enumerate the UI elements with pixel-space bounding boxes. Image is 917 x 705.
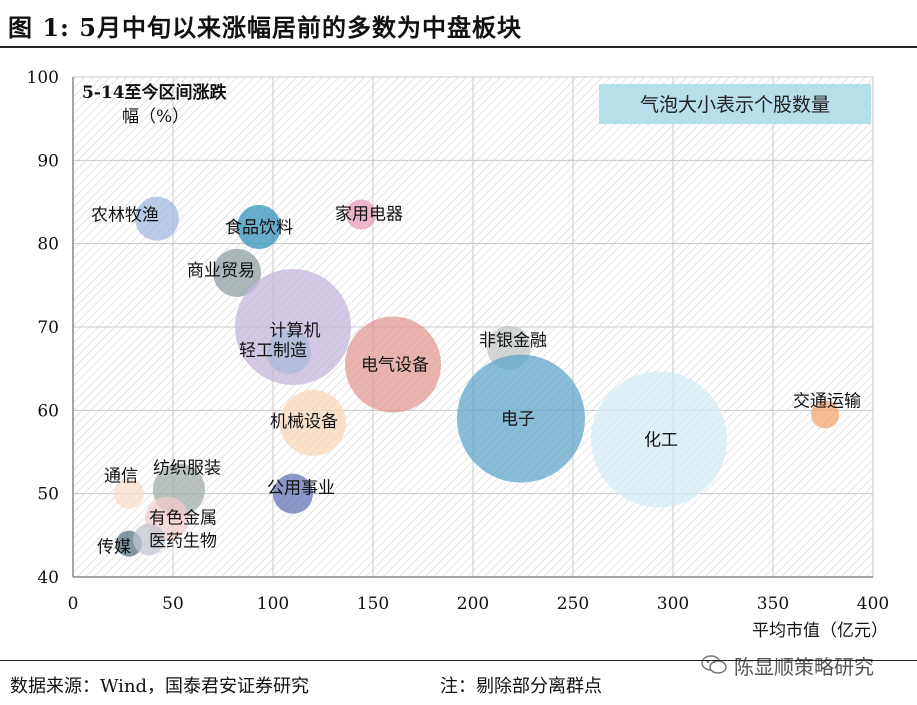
y-tick-label: 80 (37, 235, 59, 255)
bubble-轻工制造 (267, 330, 311, 374)
x-tick-label: 400 (857, 594, 889, 614)
bubble-label: 有色金属 (149, 509, 217, 529)
y-axis-title: 5-14至今区间涨跌 幅（%） (82, 82, 228, 127)
gridlines (72, 76, 874, 578)
bubble-电气设备 (345, 316, 441, 413)
bubble-label: 非银金融 (479, 331, 547, 351)
bubble-公用事业 (273, 473, 313, 514)
bubble-label: 电气设备 (361, 356, 429, 376)
x-tick-label: 250 (557, 594, 589, 614)
bubble-label: 电子 (501, 410, 535, 430)
bubble-label: 纺织服装 (153, 459, 221, 479)
bubble-label: 通信 (104, 467, 138, 487)
bubble-label: 轻工制造 (239, 341, 307, 361)
title-rule (0, 46, 917, 48)
bubble-label: 交通运输 (793, 392, 861, 412)
y-axis-title-line2: 幅（%） (122, 107, 189, 127)
bubble-通信 (114, 478, 144, 509)
bubble-家用电器 (346, 199, 376, 230)
y-tick-label: 90 (37, 151, 59, 171)
x-tick-label: 200 (457, 594, 489, 614)
bubble-label: 公用事业 (267, 479, 335, 499)
figure-title: 图 1: 5月中旬以来涨幅居前的多数为中盘板块 (8, 13, 522, 42)
wechat-icon (700, 654, 728, 676)
bubble-chart: 0 50 100 150 200 250 300 350 400405060708090100 … (27, 68, 890, 641)
x-tick-label: 100 (257, 594, 289, 614)
bubble-label: 家用电器 (335, 205, 403, 225)
y-tick-label: 50 (37, 485, 59, 505)
x-tick-label: 300 (657, 594, 689, 614)
bubble-label: 商业贸易 (187, 261, 255, 281)
bubble-label: 计算机 (270, 321, 321, 341)
bubble-医药生物 (133, 523, 165, 556)
bubble-label: 传媒 (97, 538, 131, 558)
axes: 0 50 100 150 200 250 300 350 400 40 50 60 70 80 90 100 (27, 68, 890, 614)
x-axis-title: 平均市值（亿元） (752, 621, 888, 641)
x-tick-label: 350 (757, 594, 789, 614)
x-tick-label: 50 (162, 594, 184, 614)
y-tick-label: 70 (37, 318, 59, 338)
bubble-label: 化工 (644, 431, 678, 451)
y-tick-label: 60 (37, 401, 59, 421)
legend-note-text: 气泡大小表示个股数量 (640, 94, 830, 116)
footnote: 注：剔除部分离群点 (440, 676, 602, 697)
bubble-食品饮料 (237, 205, 281, 249)
y-tick-label: 100 (27, 68, 59, 88)
bubble-label: 机械设备 (270, 412, 338, 432)
bubble-化工 (591, 371, 727, 508)
bubble-农林牧渔 (135, 196, 179, 241)
x-tick-label: 150 (357, 594, 389, 614)
bubble-计算机 (235, 269, 351, 385)
bubble-电子 (457, 354, 585, 483)
y-tick-label: 40 (37, 568, 59, 588)
bubbles (114, 196, 839, 557)
bubble-交通运输 (811, 400, 839, 429)
watermark-text: 陈显顺策略研究 (734, 654, 874, 679)
bubble-商业贸易 (213, 248, 261, 297)
footer-rule (0, 660, 917, 661)
x-tick-label: 0 (68, 594, 79, 614)
bubble-label: 农林牧渔 (91, 206, 159, 226)
y-axis-title-line1: 5-14至今区间涨跌 (82, 82, 228, 103)
watermark: 陈显顺策略研究 (700, 650, 900, 680)
source-note: 数据来源：Wind，国泰君安证券研究 (10, 676, 310, 697)
bubble-label: 医药生物 (149, 532, 217, 552)
legend-note-box: 气泡大小表示个股数量 (599, 84, 871, 124)
bubble-label: 食品饮料 (225, 218, 293, 238)
bubble-机械设备 (280, 389, 346, 456)
